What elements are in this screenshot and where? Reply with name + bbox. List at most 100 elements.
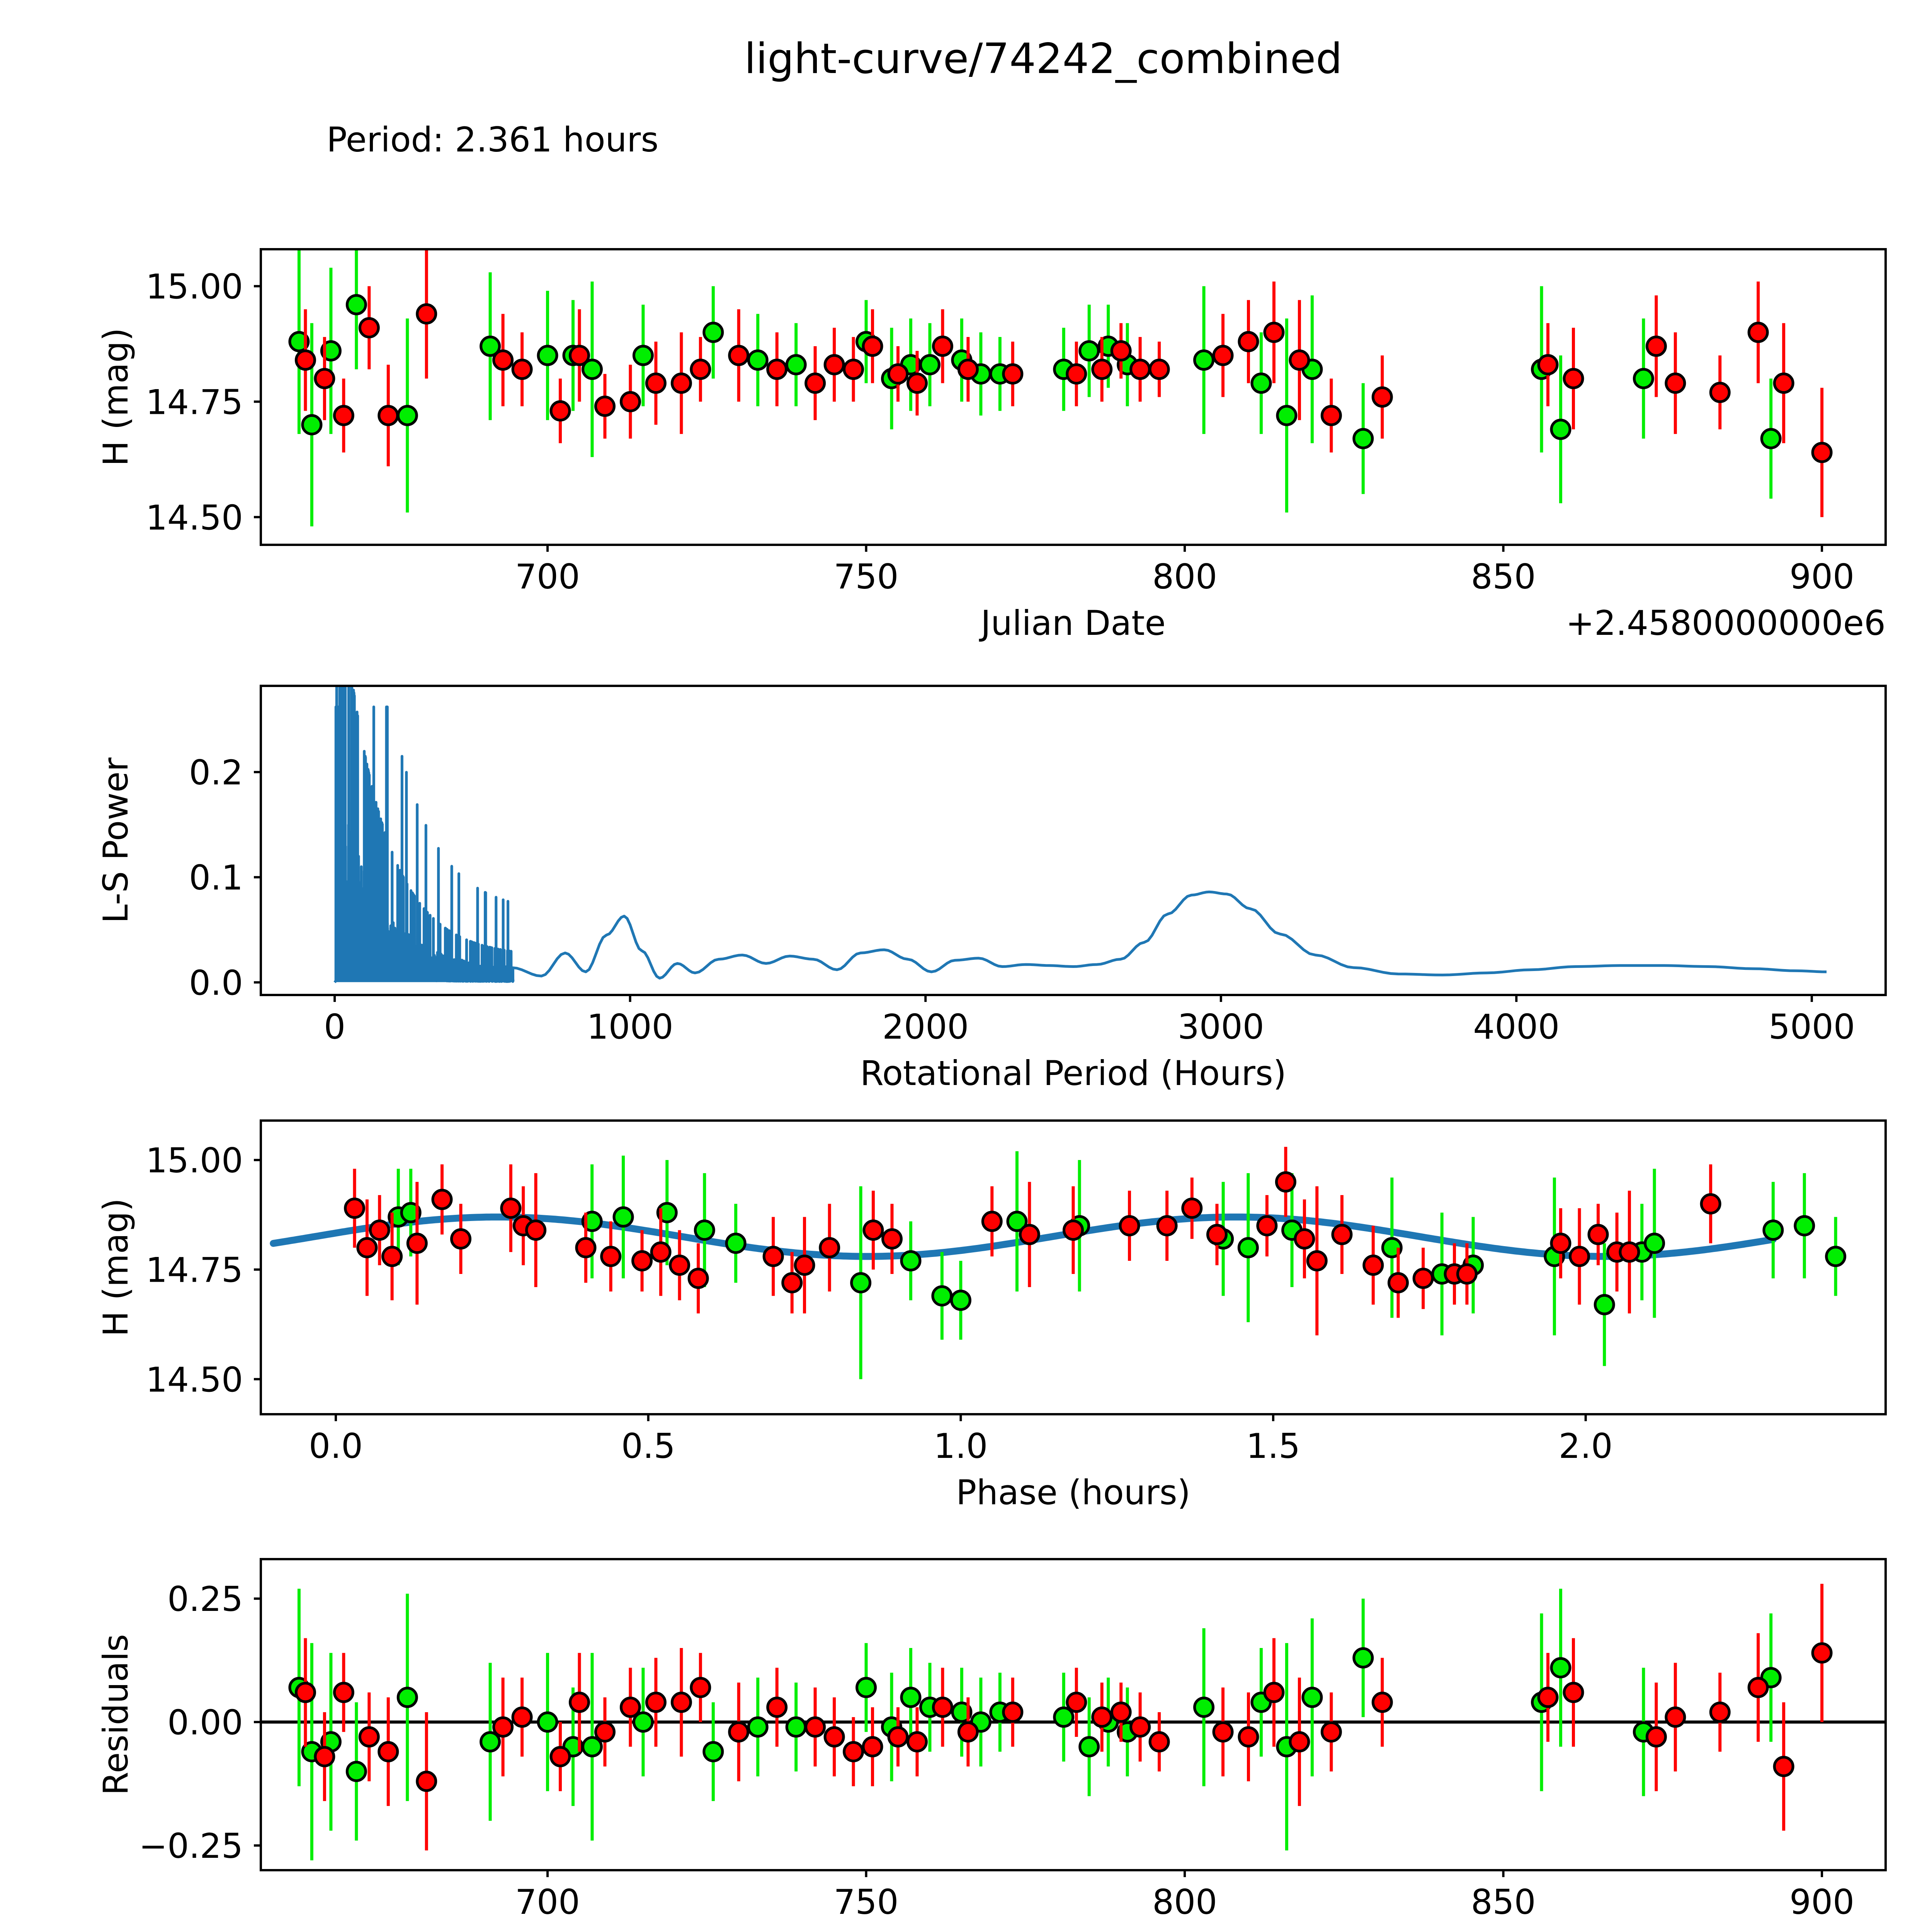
y-tick-label: 0.0 xyxy=(189,963,243,1003)
data-point xyxy=(843,359,864,380)
data-point xyxy=(819,1237,840,1259)
data-point xyxy=(344,1197,366,1219)
x-tick-label: 1.0 xyxy=(934,1426,988,1466)
axes-frame xyxy=(260,1558,1887,1871)
x-tick-label: 800 xyxy=(1152,1882,1217,1922)
data-point xyxy=(1633,368,1654,389)
data-point xyxy=(823,354,845,376)
series-red xyxy=(294,249,1833,517)
data-point xyxy=(1747,1677,1769,1698)
plot-area-lightcurve xyxy=(288,249,1833,527)
data-point xyxy=(569,1692,590,1713)
data-point xyxy=(919,354,940,376)
axes-frame xyxy=(260,685,1887,996)
data-point xyxy=(450,1228,472,1250)
data-point xyxy=(1193,1696,1215,1718)
data-point xyxy=(762,1246,784,1267)
data-point xyxy=(804,372,826,394)
data-point xyxy=(794,1254,815,1276)
data-point xyxy=(1289,1731,1310,1753)
data-point xyxy=(581,1211,603,1232)
data-point xyxy=(1119,1215,1140,1236)
x-tick-label: 5000 xyxy=(1769,1007,1855,1047)
data-point xyxy=(1091,359,1113,380)
data-point xyxy=(1563,1682,1584,1703)
data-point xyxy=(1811,442,1833,463)
plot-panel-periodogram: 0 1000 2000 3000 4000 5000 0.0 0.1 0.2 Rotational… xyxy=(96,685,1887,1093)
data-point xyxy=(1129,359,1151,380)
data-point xyxy=(525,1219,547,1241)
x-axis-label: Rotational Period (Hours) xyxy=(860,1053,1286,1093)
x-tick-label: 0 xyxy=(324,1007,345,1047)
y-axis-label: Residuals xyxy=(96,1634,136,1795)
data-point xyxy=(951,1701,973,1723)
data-point xyxy=(1645,335,1667,357)
data-point xyxy=(600,1246,622,1267)
data-point xyxy=(1362,1254,1384,1276)
data-point xyxy=(1594,1294,1615,1315)
data-point xyxy=(1563,368,1584,389)
y-axis-label: H (mag) xyxy=(96,328,136,466)
data-point xyxy=(1212,1721,1234,1743)
data-point xyxy=(1206,1224,1228,1245)
plot-area-phase-folded xyxy=(270,1147,1847,1379)
data-point xyxy=(1537,1687,1559,1708)
data-point xyxy=(549,1746,571,1767)
data-point xyxy=(669,1254,690,1276)
data-point xyxy=(1006,1211,1028,1232)
data-point xyxy=(728,1721,750,1743)
data-point xyxy=(619,1696,641,1718)
data-point xyxy=(670,372,692,394)
data-point xyxy=(1078,1736,1100,1758)
data-point xyxy=(1263,321,1285,343)
data-point xyxy=(358,317,380,338)
data-point xyxy=(314,1746,335,1767)
data-point xyxy=(1276,405,1298,426)
data-point xyxy=(301,414,323,435)
y-tick-label: 0.1 xyxy=(189,858,243,898)
data-point xyxy=(1331,1224,1353,1245)
data-point xyxy=(1388,1272,1409,1294)
data-point xyxy=(1587,1224,1609,1245)
data-point xyxy=(581,1736,603,1758)
data-point xyxy=(1709,1701,1731,1723)
data-point xyxy=(612,1206,634,1228)
data-point xyxy=(1294,1228,1315,1250)
data-point xyxy=(356,1237,378,1259)
x-axis-offset-text: +2.4580000000e6 xyxy=(1566,1929,1886,1932)
data-point xyxy=(1053,1706,1075,1728)
x-tick-label: 1000 xyxy=(587,1007,673,1047)
data-point xyxy=(358,1726,380,1748)
x-tick-label: 700 xyxy=(515,1882,580,1922)
data-point xyxy=(345,294,367,315)
data-point xyxy=(906,372,928,394)
data-point xyxy=(862,1219,884,1241)
x-tick-label: 900 xyxy=(1789,557,1854,597)
data-point xyxy=(650,1241,672,1263)
data-point xyxy=(932,335,953,357)
data-point xyxy=(619,391,641,412)
x-tick-label: 750 xyxy=(834,557,899,597)
data-point xyxy=(288,331,310,352)
data-point xyxy=(1371,1692,1393,1713)
data-point xyxy=(406,1233,428,1254)
data-point xyxy=(747,1716,769,1738)
data-point xyxy=(932,1696,953,1718)
y-axis-label: L-S Power xyxy=(96,757,136,923)
data-point xyxy=(900,1250,922,1272)
data-point xyxy=(378,405,399,426)
data-point xyxy=(702,1741,724,1762)
data-point xyxy=(1250,372,1272,394)
data-point xyxy=(1019,1224,1040,1245)
data-point xyxy=(1665,372,1686,394)
data-point xyxy=(1811,1642,1833,1664)
data-point xyxy=(594,395,616,417)
data-point xyxy=(511,1706,533,1728)
data-point xyxy=(957,359,979,380)
y-tick-label: 14.50 xyxy=(146,498,243,537)
plot-panel-lightcurve: 700 750 800 850 900 14.50 14.75 15.00 Julian Dat… xyxy=(96,248,1887,643)
data-point xyxy=(1412,1267,1434,1289)
data-point xyxy=(333,1682,354,1703)
data-point xyxy=(1063,1219,1084,1241)
